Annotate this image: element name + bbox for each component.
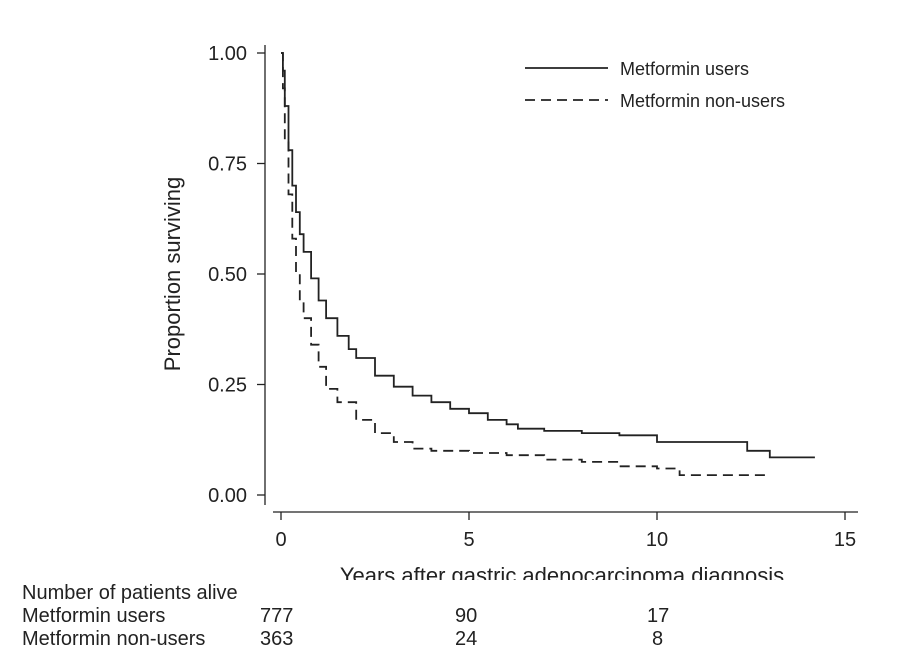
risk-count-non-users-5: 24 (455, 628, 478, 650)
legend-label-metformin-users: Metformin users (620, 59, 749, 79)
y-tick-label: 0.25 (208, 375, 247, 397)
x-tick-label: 10 (646, 529, 668, 551)
x-tick-label: 5 (463, 529, 474, 551)
series-line-metformin-users (281, 52, 815, 459)
y-ticks: 0.00 0.25 0.50 0.75 1.00 (208, 43, 265, 507)
risk-row-label-metformin-users: Metformin users (22, 605, 166, 627)
y-tick-label: 0.75 (208, 154, 247, 176)
risk-table-header: Number of patients alive (22, 582, 238, 604)
y-tick-label: 1.00 (208, 43, 247, 65)
series-layer (281, 52, 815, 476)
x-axis-title: Years after gastric adenocarcinoma diagn… (340, 563, 784, 580)
risk-count-users-5: 90 (455, 605, 478, 627)
risk-row-label-metformin-non-users: Metformin non-users (22, 628, 206, 650)
y-tick-label: 0.00 (208, 485, 247, 507)
series-line-metformin-non-users (281, 52, 770, 476)
y-tick-label: 0.50 (208, 264, 247, 286)
survival-chart: 0.00 0.25 0.50 0.75 1.00 0 5 10 15 Proportion s… (160, 43, 858, 580)
risk-count-non-users-0: 363 (260, 628, 294, 650)
legend: Metformin users Metformin non-users (525, 59, 785, 111)
risk-count-users-10: 17 (647, 605, 670, 627)
legend-label-metformin-non-users: Metformin non-users (620, 91, 785, 111)
y-axis-title: Proportion surviving (160, 177, 185, 371)
x-tick-label: 0 (275, 529, 286, 551)
axes (264, 45, 858, 513)
x-tick-label: 15 (834, 529, 856, 551)
risk-count-users-0: 777 (260, 605, 294, 627)
x-ticks: 0 5 10 15 (275, 512, 856, 551)
risk-count-non-users-10: 8 (652, 628, 664, 650)
